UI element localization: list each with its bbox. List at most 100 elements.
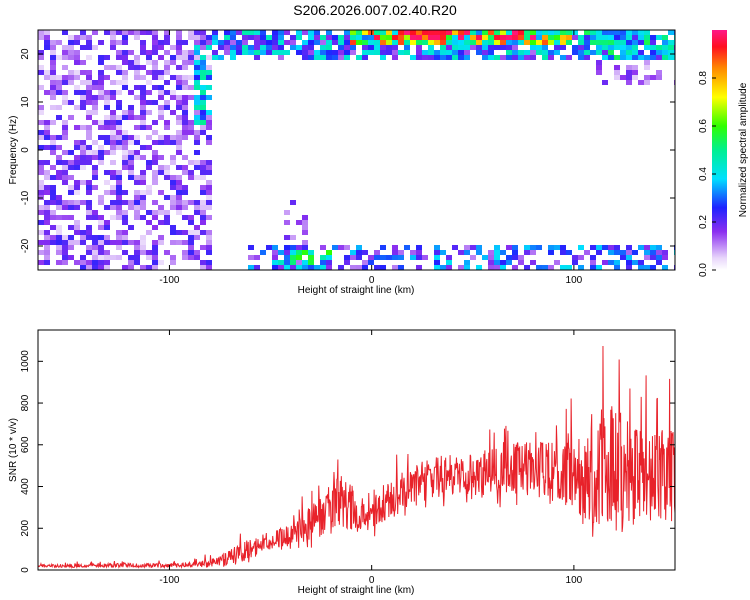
heatmap-cell-860 — [272, 255, 278, 260]
heatmap-cell-1211 — [524, 245, 530, 250]
heatmap-cell-345 — [110, 170, 116, 175]
heatmap-cell-865 — [278, 40, 284, 45]
heatmap-cell-869 — [278, 250, 284, 255]
heatmap-cell-116 — [62, 80, 68, 85]
heatmap-cell-576 — [164, 60, 170, 65]
heatmap-cell-241 — [86, 225, 92, 230]
heatmap-cell-296 — [98, 245, 104, 250]
heatmap-cell-1402 — [650, 265, 656, 270]
heatmap-cell-551 — [158, 55, 164, 60]
heatmap-cell-441 — [134, 55, 140, 60]
heatmap-cell-668 — [182, 185, 188, 190]
heatmap-cell-1174 — [500, 40, 506, 45]
heatmap-cell-240 — [86, 215, 92, 220]
heatmap-cell-430 — [128, 170, 134, 175]
heatmap-cell-1206 — [524, 30, 530, 35]
heatmap-cell-703 — [194, 45, 200, 50]
heatmap-cell-456 — [134, 190, 140, 195]
heatmap-cell-451 — [134, 140, 140, 145]
heatmap-cell-152 — [68, 175, 74, 180]
heatmap-cell-1186 — [506, 245, 512, 250]
heatmap-cell-377 — [116, 200, 122, 205]
heatmap-cell-990 — [362, 35, 368, 40]
heatmap-cell-815 — [230, 45, 236, 50]
heatmap-cell-702 — [194, 40, 200, 45]
heatmap-cell-1149 — [482, 50, 488, 55]
heatmap-cell-754 — [200, 170, 206, 175]
heatmap-cell-48 — [44, 220, 50, 225]
heatmap-cell-165 — [74, 50, 80, 55]
heatmap-cell-774 — [206, 85, 212, 90]
heatmap-cell-598 — [170, 75, 176, 80]
heatmap-cell-765 — [200, 260, 206, 265]
heatmap-cell-97 — [56, 170, 62, 175]
heatmap-cell-1363 — [632, 45, 638, 50]
heatmap-cell-1180 — [506, 30, 512, 35]
heatmap-cell-360 — [116, 80, 122, 85]
heatmap-cell-107 — [56, 245, 62, 250]
heatmap-cell-1265 — [566, 265, 572, 270]
heatmap-cell-783 — [206, 165, 212, 170]
heatmap-cell-1287 — [590, 30, 596, 35]
heatmap-cell-1288 — [590, 35, 596, 40]
heatmap-cell-499 — [146, 55, 152, 60]
heatmap-cell-885 — [290, 45, 296, 50]
heatmap-cell-239 — [86, 210, 92, 215]
heatmap-cell-18 — [38, 190, 44, 195]
heatmap-cell-174 — [74, 140, 80, 145]
heatmap-cell-625 — [176, 80, 182, 85]
heatmap-cell-100 — [56, 200, 62, 205]
heatmap-cell-1413 — [662, 35, 668, 40]
heatmap-cell-56 — [50, 40, 56, 45]
heatmap-cell-575 — [164, 50, 170, 55]
heatmap-cell-1003 — [368, 255, 374, 260]
heatmap-cell-928 — [314, 35, 320, 40]
heatmap-cell-119 — [62, 100, 68, 105]
heatmap-cell-658 — [182, 105, 188, 110]
heatmap-cell-993 — [362, 50, 368, 55]
heatmap-cell-808 — [224, 35, 230, 40]
heatmap-cell-1241 — [548, 55, 554, 60]
heatmap-cell-286 — [98, 150, 104, 155]
heatmap-cell-1026 — [386, 50, 392, 55]
heatmap-cell-319 — [104, 220, 110, 225]
heatmap-cell-1280 — [584, 30, 590, 35]
heatmap-cell-935 — [320, 45, 326, 50]
heatmap-cell-402 — [122, 150, 128, 155]
colorbar-gradient — [712, 30, 727, 270]
heatmap-cell-364 — [116, 115, 122, 120]
heatmap-cell-449 — [134, 125, 140, 130]
heatmap-cell-1079 — [434, 30, 440, 35]
heatmap-cell-972 — [344, 260, 350, 265]
heatmap-cell-505 — [146, 110, 152, 115]
heatmap-cell-1081 — [434, 40, 440, 45]
heatmap-cell-741 — [200, 75, 206, 80]
heatmap-cell-635 — [176, 145, 182, 150]
heatmap-cell-233 — [86, 160, 92, 165]
heatmap-cell-26 — [38, 260, 44, 265]
heatmap-cell-1068 — [422, 35, 428, 40]
heatmap-cell-856 — [272, 45, 278, 50]
heatmap-cell-166 — [74, 55, 80, 60]
heatmap-cell-1324 — [614, 30, 620, 35]
heatmap-cell-400 — [122, 140, 128, 145]
heatmap-cell-1379 — [638, 265, 644, 270]
heatmap-cell-931 — [314, 55, 320, 60]
heatmap-cell-915 — [302, 260, 308, 265]
heatmap-cell-623 — [176, 65, 182, 70]
heatmap-cell-1141 — [476, 50, 482, 55]
heatmap-cell-652 — [182, 65, 188, 70]
heatmap-cell-1354 — [626, 80, 632, 85]
heatmap-cell-1368 — [632, 75, 638, 80]
heatmap-cell-1121 — [464, 30, 470, 35]
heatmap-cell-1263 — [566, 55, 572, 60]
heatmap-cell-1179 — [500, 265, 506, 270]
snr-y-tick-label-4: 800 — [20, 394, 31, 411]
heatmap-cell-630 — [176, 115, 182, 120]
heatmap-cell-1014 — [380, 35, 386, 40]
heatmap-cell-1220 — [530, 245, 536, 250]
heatmap-cell-1223 — [536, 30, 542, 35]
heatmap-cell-920 — [308, 45, 314, 50]
heatmap-cell-986 — [356, 250, 362, 255]
heatmap-cell-89 — [56, 85, 62, 90]
